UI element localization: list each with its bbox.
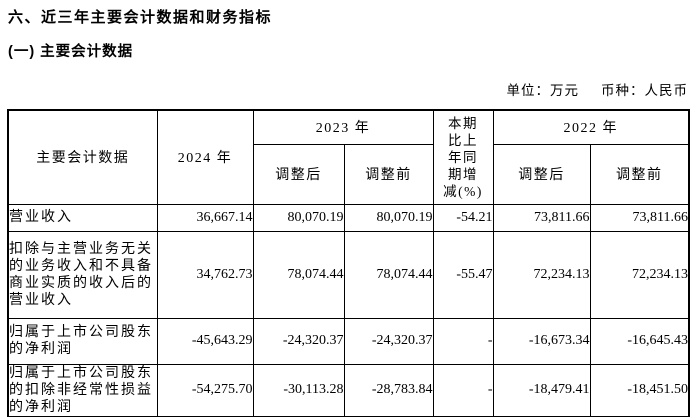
unit-label: 单位：万元	[506, 83, 579, 98]
row-label: 营业收入	[7, 203, 158, 232]
value-yoy-change: -	[432, 317, 494, 365]
currency-label: 币种：人民币	[601, 83, 688, 98]
value-2022-before: 73,811.66	[589, 203, 690, 232]
value-2022-before: 72,234.13	[589, 230, 690, 319]
value-2024: -54,275.70	[156, 363, 254, 417]
table-row-revenue-after-deduction: 扣除与主营业务无关的业务收入和不具备商业实质的收入后的营业收入 34,762.7…	[7, 230, 690, 319]
table-row-net-profit-excl-nonrecurring: 归属于上市公司股东的扣除非经常性损益的净利润 -54,275.70 -30,11…	[7, 363, 690, 417]
unit-line: 单位：万元 币种：人民币	[7, 79, 688, 99]
value-2023-adjusted: 80,070.19	[252, 203, 345, 232]
value-2022-adjusted: 73,811.66	[492, 203, 591, 232]
header-year-2022: 2022 年	[492, 109, 690, 145]
value-yoy-change: -54.21	[432, 203, 494, 232]
value-2023-adjusted: -24,320.37	[252, 317, 345, 365]
value-2022-adjusted: -16,673.34	[492, 317, 591, 365]
table-row-operating-revenue: 营业收入 36,667.14 80,070.19 80,070.19 -54.2…	[7, 203, 690, 232]
header-2022-adjusted: 调整后	[492, 143, 591, 205]
row-label: 归属于上市公司股东的扣除非经常性损益的净利润	[7, 363, 158, 417]
header-yoy-change: 本期 比上 年同 期增 减(%)	[432, 109, 494, 205]
value-2023-before: -24,320.37	[343, 317, 434, 365]
value-2022-adjusted: -18,479.41	[492, 363, 591, 417]
accounting-data-table: 主要会计数据 2024 年 2023 年 本期 比上 年同 期增 减(%) 20…	[7, 109, 690, 417]
row-label: 归属于上市公司股东的净利润	[7, 317, 158, 365]
value-2024: 34,762.73	[156, 230, 254, 319]
value-yoy-change: -55.47	[432, 230, 494, 319]
header-2022-before: 调整前	[589, 143, 690, 205]
header-year-2024: 2024 年	[156, 109, 254, 205]
section-title: 六、近三年主要会计数据和财务指标	[8, 9, 273, 26]
value-2023-adjusted: -30,113.28	[252, 363, 345, 417]
value-2022-adjusted: 72,234.13	[492, 230, 591, 319]
value-2023-adjusted: 78,074.44	[252, 230, 345, 319]
header-main-indicators: 主要会计数据	[7, 109, 158, 205]
value-2023-before: 80,070.19	[343, 203, 434, 232]
value-2023-before: -28,783.84	[343, 363, 434, 417]
value-2024: -45,643.29	[156, 317, 254, 365]
value-2024: 36,667.14	[156, 203, 254, 232]
row-label: 扣除与主营业务无关的业务收入和不具备商业实质的收入后的营业收入	[7, 230, 158, 319]
header-2023-adjusted: 调整后	[252, 143, 345, 205]
header-year-2023: 2023 年	[252, 109, 434, 145]
header-2023-before: 调整前	[343, 143, 434, 205]
table-row-net-profit: 归属于上市公司股东的净利润 -45,643.29 -24,320.37 -24,…	[7, 317, 690, 365]
value-2023-before: 78,074.44	[343, 230, 434, 319]
value-yoy-change: -	[432, 363, 494, 417]
value-2022-before: -18,451.50	[589, 363, 690, 417]
value-2022-before: -16,645.43	[589, 317, 690, 365]
subsection-title: (一) 主要会计数据	[8, 44, 134, 60]
